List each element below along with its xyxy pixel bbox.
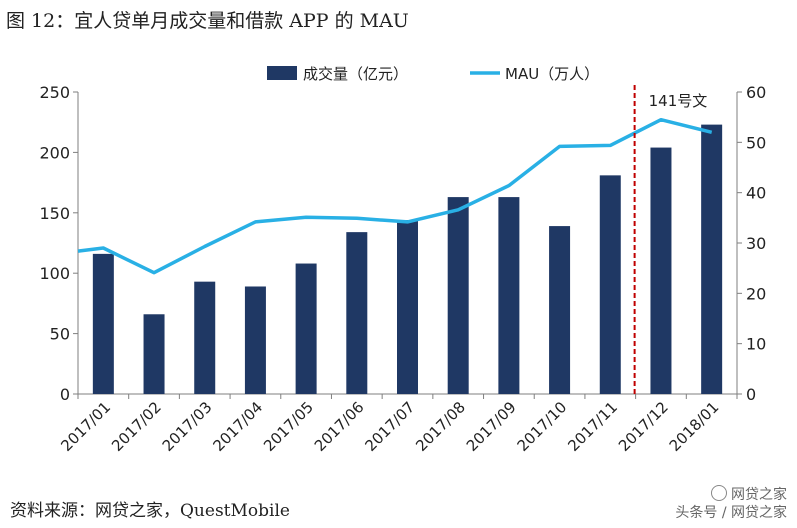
x-tick-label: 2017/04 <box>209 398 266 455</box>
bar <box>599 175 621 394</box>
chart-title: 图 12：宜人贷单月成交量和借款 APP 的 MAU <box>6 10 409 32</box>
bar <box>143 314 165 394</box>
x-tick-labels: 2017/012017/022017/032017/042017/052017/… <box>57 398 722 455</box>
y-left-tick-label: 50 <box>50 325 70 344</box>
x-tick-label: 2017/03 <box>159 398 216 455</box>
legend: 成交量（亿元） MAU（万人） <box>267 65 599 83</box>
bar <box>244 286 266 394</box>
y-left-tick-label: 200 <box>39 143 70 162</box>
mau-line <box>77 117 713 275</box>
x-tick-label: 2018/01 <box>666 398 723 455</box>
x-tick-label: 2017/05 <box>260 398 317 455</box>
bar <box>447 197 469 394</box>
y-left-tick-label: 100 <box>39 264 70 283</box>
x-tick-label: 2017/11 <box>564 398 621 455</box>
source-note: 资料来源：网贷之家，QuestMobile <box>10 501 290 521</box>
bar <box>397 220 418 394</box>
x-tick-label: 2017/07 <box>362 398 419 455</box>
y-left-tick-label: 0 <box>60 385 70 404</box>
bar <box>650 147 672 394</box>
y-right-tick-label: 60 <box>746 83 766 102</box>
bar <box>92 253 114 394</box>
legend-swatch-bar <box>267 66 297 80</box>
bar <box>194 281 216 394</box>
y-right-tick-label: 40 <box>746 184 766 203</box>
x-tick-label: 2017/12 <box>615 398 672 455</box>
bar <box>498 197 520 394</box>
legend-label-bar: 成交量（亿元） <box>303 65 408 83</box>
bar <box>346 232 368 394</box>
y-right-tick-label: 20 <box>746 284 766 303</box>
y-right-tick-label: 30 <box>746 234 766 253</box>
watermark: 网贷之家 头条号 / 网贷之家 <box>675 485 787 522</box>
watermark-text1: 网贷之家 <box>731 487 787 503</box>
bar <box>295 263 317 394</box>
annotation: 141号文 <box>633 85 708 394</box>
watermark-line1: 网贷之家 <box>675 485 787 504</box>
bar <box>549 226 571 394</box>
y-left-tick-label: 150 <box>39 204 70 223</box>
y-right-tick-label: 0 <box>746 385 756 404</box>
y-left-tick-label: 250 <box>39 83 70 102</box>
wechat-logo-icon <box>711 485 727 501</box>
legend-label-line: MAU（万人） <box>505 65 599 83</box>
line-series <box>77 117 713 275</box>
watermark-line2: 头条号 / 网贷之家 <box>675 505 787 521</box>
policy-annotation-label: 141号文 <box>649 92 708 110</box>
bar <box>701 124 723 394</box>
y-right-tick-label: 50 <box>746 133 766 152</box>
y-right-tick-label: 10 <box>746 335 766 354</box>
x-tick-label: 2017/06 <box>311 398 368 455</box>
x-tick-label: 2017/10 <box>514 398 571 455</box>
x-tick-label: 2017/09 <box>463 398 520 455</box>
x-tick-label: 2017/08 <box>412 398 469 455</box>
x-tick-label: 2017/02 <box>108 398 165 455</box>
x-tick-label: 2017/01 <box>57 398 114 455</box>
bar-series <box>92 124 723 394</box>
